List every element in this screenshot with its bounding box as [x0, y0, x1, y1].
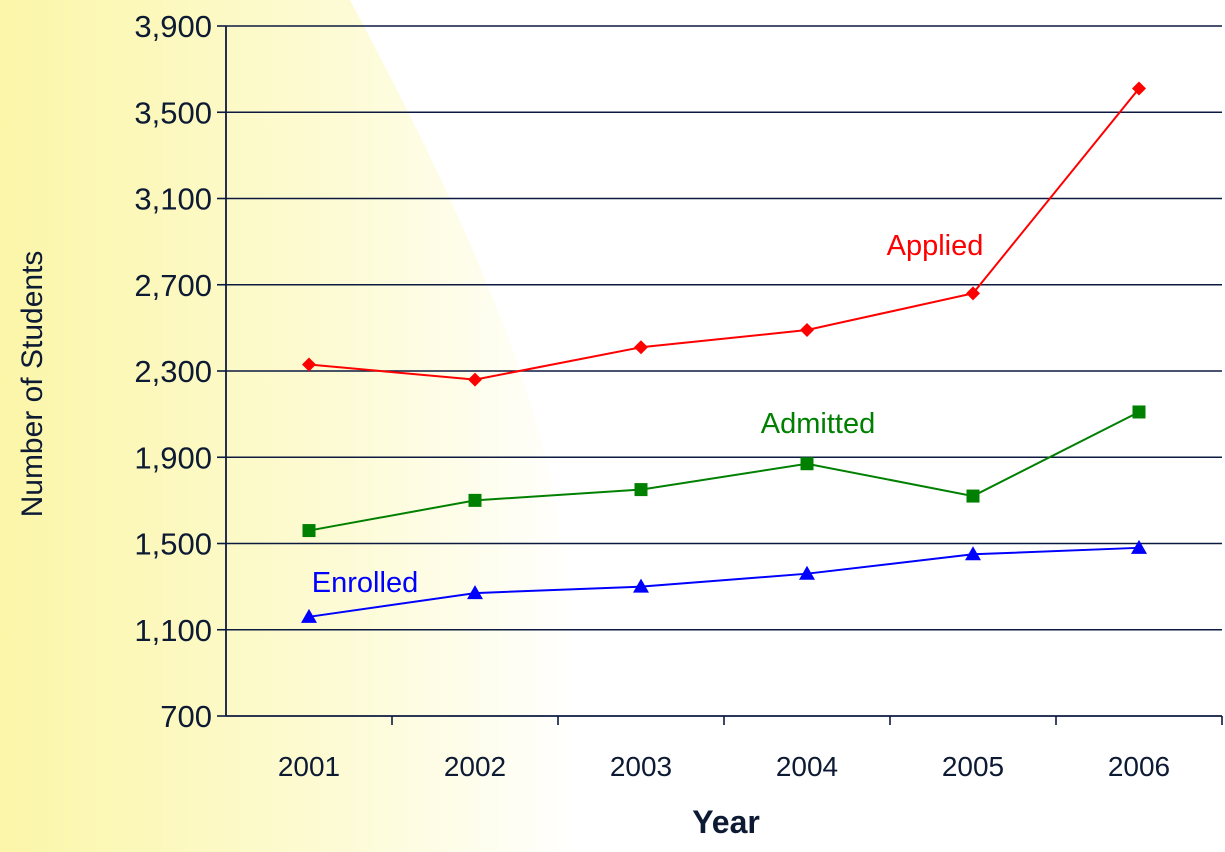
- data-point-admitted: [634, 483, 648, 497]
- series-line-enrolled: [308, 546, 1140, 618]
- x-tick-label: 2004: [776, 751, 838, 782]
- data-point-applied: [634, 340, 648, 355]
- data-point-admitted: [800, 457, 814, 471]
- series-label-enrolled: Enrolled: [312, 567, 418, 599]
- series-line-admitted: [308, 411, 1140, 532]
- data-point-admitted: [468, 493, 482, 507]
- y-tick-label: 1,500: [134, 527, 212, 562]
- y-tick-label: 3,900: [134, 9, 212, 44]
- data-point-enrolled: [467, 585, 483, 600]
- series-line-applied: [308, 87, 1140, 381]
- x-tick-labels: 2001 2002 2003 2004 2005 2006: [278, 751, 1170, 782]
- x-tick-label: 2005: [942, 751, 1004, 782]
- y-tick-label: 2,700: [134, 268, 212, 303]
- series-lines: Applied Admitted Enrolled: [301, 81, 1147, 623]
- data-point-applied: [1132, 81, 1146, 96]
- y-axis-title: Number of Students: [16, 251, 49, 518]
- data-point-enrolled: [965, 546, 981, 561]
- axes: [217, 25, 1223, 725]
- y-tick-label: 3,100: [134, 182, 212, 217]
- y-tick-label: 1,100: [134, 613, 212, 648]
- x-tick-label: 2006: [1108, 751, 1170, 782]
- x-axis-title: Year: [692, 804, 760, 840]
- x-tick-label: 2001: [278, 751, 340, 782]
- gridlines: [226, 25, 1222, 631]
- x-tick-label: 2002: [444, 751, 506, 782]
- data-point-enrolled: [633, 578, 649, 593]
- x-tick-label: 2003: [610, 751, 672, 782]
- data-point-admitted: [966, 489, 980, 503]
- y-tick-label: 3,500: [134, 95, 212, 130]
- data-point-enrolled: [1131, 539, 1147, 554]
- y-tick-label: 1,900: [134, 440, 212, 475]
- data-point-admitted: [302, 524, 316, 538]
- data-point-applied: [800, 323, 814, 338]
- series-label-admitted: Admitted: [761, 408, 875, 440]
- data-point-admitted: [1132, 405, 1146, 419]
- data-point-applied: [302, 357, 316, 372]
- y-tick-labels: 700 1,100 1,500 1,900 2,300 2,700 3,100 3,500 3,…: [134, 9, 212, 734]
- data-point-applied: [468, 372, 482, 387]
- data-point-enrolled: [799, 565, 815, 580]
- y-tick-label: 2,300: [134, 354, 212, 389]
- data-point-enrolled: [301, 608, 317, 623]
- data-point-applied: [966, 286, 980, 301]
- series-label-applied: Applied: [887, 230, 984, 262]
- y-tick-label: 700: [160, 699, 212, 734]
